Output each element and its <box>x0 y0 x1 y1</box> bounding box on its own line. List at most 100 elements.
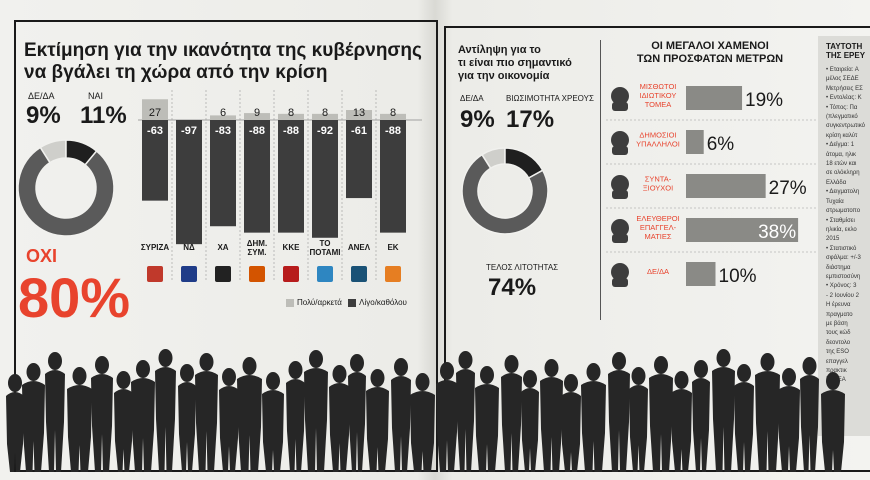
left-no-value: 80% <box>18 266 131 329</box>
party-logo-icon <box>283 266 299 282</box>
person-silhouette <box>67 367 92 472</box>
loser-category-label: ΔΕ/ΔΑ <box>647 267 669 276</box>
person-silhouette <box>114 371 133 472</box>
person-silhouette <box>501 355 522 472</box>
loser-group-icon-body <box>612 234 628 243</box>
legend-positive-label: Πολύ/αρκετά <box>297 298 342 307</box>
person-silhouette <box>391 358 411 472</box>
party-positive-label: 9 <box>254 107 260 119</box>
party-logo-icon <box>385 266 401 282</box>
sidebar-line: • Χρόνος: 3 <box>826 283 857 290</box>
loser-bar <box>686 174 766 198</box>
sidebar-line: κρίση καλύτ <box>826 132 858 139</box>
middle-debt-value: 17% <box>506 106 555 133</box>
person-silhouette <box>410 373 435 472</box>
crowd-silhouettes <box>6 349 845 472</box>
middle-donut-slice-2 <box>461 153 549 235</box>
party-category-label: ΣΥΜ. <box>247 248 266 257</box>
party-bar-positive <box>346 110 372 120</box>
person-silhouette <box>91 356 113 472</box>
middle-austerity-label: ΤΕΛΟΣ ΛΙΤΟΤΗΤΑΣ <box>486 263 559 272</box>
party-logo-icon <box>249 266 265 282</box>
party-positive-label: 6 <box>220 107 226 119</box>
survey-sidebar: ΤΑΥΤΟΤΗ ΤΗΣ ΕΡΕΥ • Εταιρεία: Α μέλος ΣΕΔΕ… <box>818 36 870 436</box>
sidebar-line: δεοντολο <box>826 339 851 346</box>
left-dk-label: ΔΕ/ΔΑ <box>28 91 55 101</box>
person-silhouette <box>22 363 45 472</box>
loser-group-icon <box>611 131 629 149</box>
loser-value-label: 27% <box>769 178 807 199</box>
person-silhouette <box>436 362 458 472</box>
party-bar-negative <box>176 120 202 245</box>
party-negative-label: -97 <box>181 125 197 137</box>
party-bar-positive <box>380 113 406 120</box>
party-positive-label: 8 <box>288 107 294 119</box>
party-bar-positive <box>244 113 270 120</box>
middle-title-line-1: Αντίληψη για το <box>458 44 541 56</box>
sidebar-line: Η έρευνα <box>826 302 851 309</box>
sidebar-line: σφάλμα: +/-3 <box>826 255 861 262</box>
party-category-label: ΑΝΕΛ <box>348 243 371 252</box>
party-category-label: ΣΥΡΙΖΑ <box>141 243 170 252</box>
loser-bar <box>686 130 704 154</box>
loser-bar <box>686 86 743 110</box>
loser-category-label: ΣΥΝΤΑ- <box>645 175 672 184</box>
loser-value-label: 19% <box>745 90 783 111</box>
person-silhouette <box>712 349 735 472</box>
middle-donut-chart <box>461 147 549 235</box>
party-category-label: ΧΑ <box>217 243 228 252</box>
person-silhouette <box>581 363 606 472</box>
person-silhouette <box>821 372 845 472</box>
party-category-label: ΔΗΜ. <box>247 239 267 248</box>
party-positive-label: 8 <box>390 107 396 119</box>
person-silhouette <box>778 368 800 472</box>
person-silhouette <box>329 365 350 472</box>
sidebar-line: συγκεντρωτικό <box>826 123 866 130</box>
sidebar-line: εμπιστοσύνη <box>826 273 861 280</box>
sidebar-line: - 2 Ιουνίου 2 <box>826 292 859 299</box>
sidebar-line: τους κώδ <box>826 330 851 337</box>
party-bar-negative <box>312 120 338 238</box>
sidebar-line: Ελλάδα <box>826 179 847 186</box>
loser-group-icon <box>611 219 629 237</box>
party-bar-negative <box>244 120 270 233</box>
person-silhouette <box>237 357 262 472</box>
person-silhouette <box>6 374 24 472</box>
party-category-label: ΤΟ <box>320 239 331 248</box>
party-bar-positive <box>210 115 236 120</box>
party-negative-label: -63 <box>147 125 163 137</box>
person-silhouette <box>800 357 819 472</box>
sidebar-line: • Εταιρεία: Α <box>826 67 859 73</box>
sidebar-line: ηλικία, εκλο <box>826 226 857 233</box>
losers-title: ΟΙ ΜΕΓΑΛΟΙ ΧΑΜΕΝΟΙ ΤΩΝ ΠΡΟΣΦΑΤΩΝ ΜΕΤΡΩΝ <box>610 40 810 66</box>
party-positive-label: 27 <box>149 107 161 119</box>
person-silhouette <box>456 351 475 472</box>
loser-group-icon <box>611 87 629 105</box>
left-donut-slice-2 <box>17 146 115 237</box>
loser-group-icon <box>611 263 629 281</box>
sidebar-line: διάστημα <box>826 264 851 271</box>
sidebar-line: πρακτικ <box>826 368 847 374</box>
sidebar-line: άτομα, ηλικ <box>826 151 857 158</box>
loser-category-label: ΕΠΑΓΓΕΛ- <box>640 223 677 232</box>
left-donut-chart <box>17 139 115 237</box>
party-logo-icon <box>351 266 367 282</box>
person-silhouette <box>649 356 673 472</box>
party-logo-icon <box>215 266 231 282</box>
party-bar-positive <box>278 113 304 120</box>
left-title-line-2: να βγάλει τη χώρα από την κρίση <box>24 62 328 83</box>
middle-title-line-3: για την οικονομία <box>458 70 550 82</box>
person-silhouette <box>155 349 176 472</box>
left-chart-title: Εκτίμηση για την ικανότητα της κυβέρνηση… <box>24 40 434 84</box>
person-silhouette <box>755 353 780 472</box>
loser-bar <box>686 218 799 242</box>
middle-dk-label: ΔΕ/ΔΑ <box>460 94 484 103</box>
loser-group-icon-body <box>612 278 628 287</box>
loser-category-label: ΜΑΤΙΕΣ <box>645 232 672 241</box>
party-category-label: ΚΚΕ <box>283 243 301 252</box>
middle-debt-label: ΒΙΩΣΙΜΟΤΗΤΑ ΧΡΕΟΥΣ <box>506 94 594 103</box>
left-yes-value: 11% <box>80 102 127 129</box>
sidebar-line: • Στατιστικό <box>826 245 857 252</box>
party-bar-negative <box>346 120 372 199</box>
